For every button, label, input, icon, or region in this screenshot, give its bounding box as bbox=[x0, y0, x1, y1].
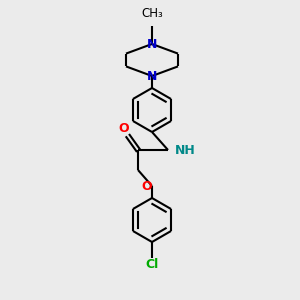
Text: O: O bbox=[142, 181, 152, 194]
Text: Cl: Cl bbox=[146, 259, 159, 272]
Text: CH₃: CH₃ bbox=[141, 7, 163, 20]
Text: N: N bbox=[147, 38, 157, 50]
Text: O: O bbox=[119, 122, 129, 136]
Text: NH: NH bbox=[175, 143, 196, 157]
Text: N: N bbox=[147, 70, 157, 83]
